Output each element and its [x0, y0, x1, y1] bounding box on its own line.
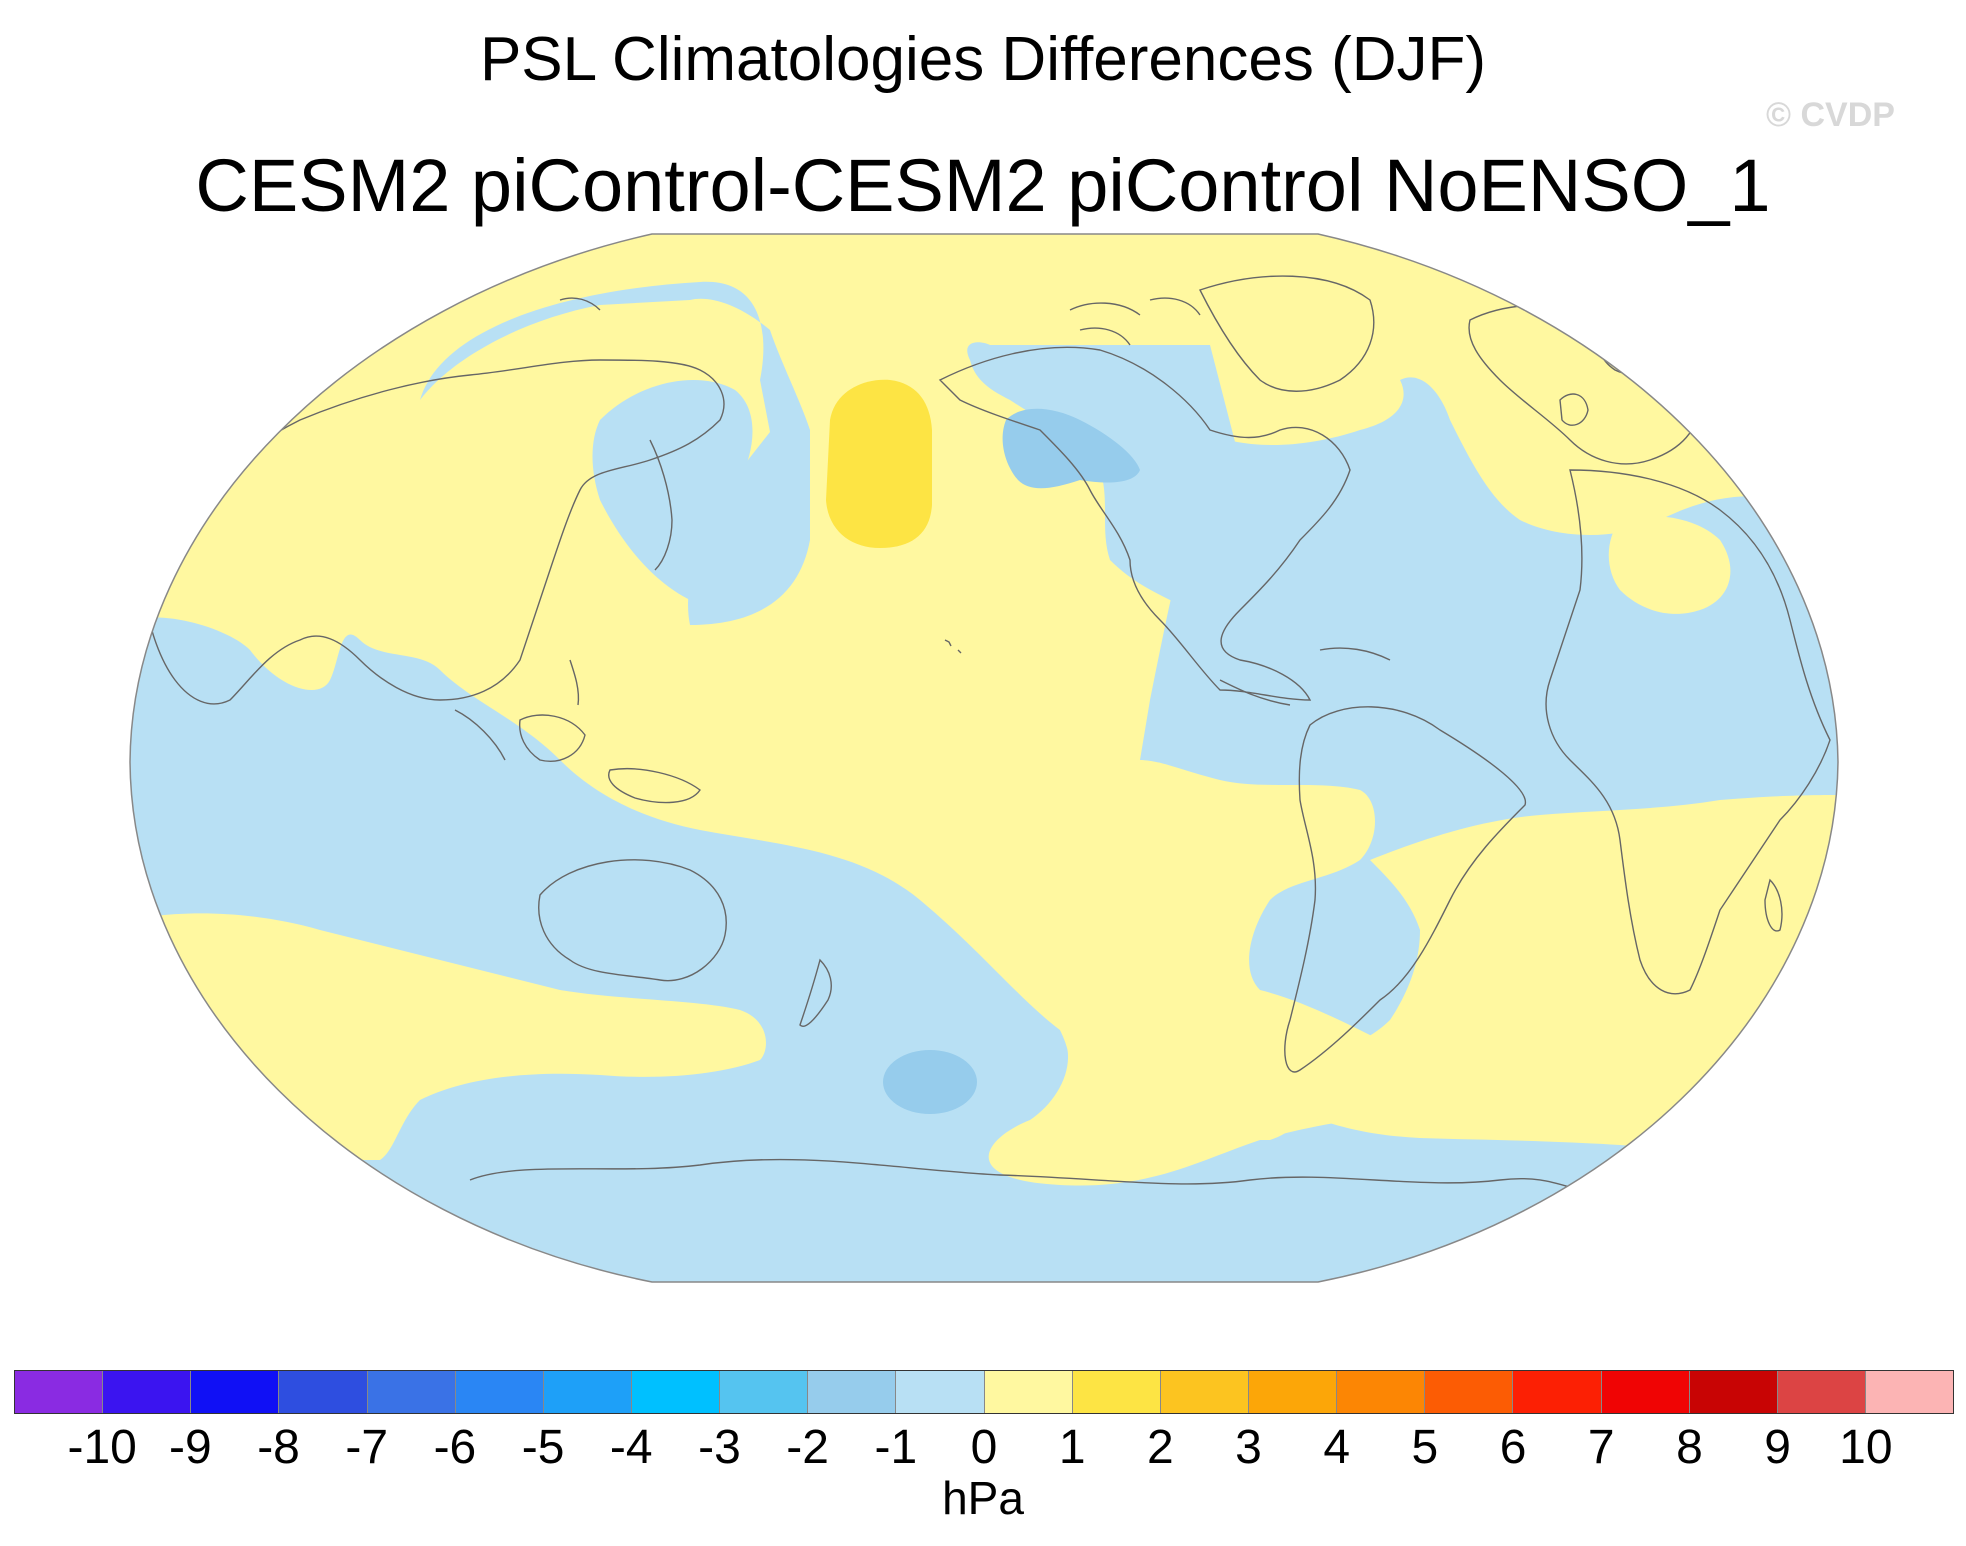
psl-field: [130, 234, 1838, 1282]
coast-new-zealand: [799, 958, 832, 1027]
negative-region-northwest-pacific: [592, 380, 753, 600]
colorbar-tick-label: -6: [433, 1421, 477, 1474]
colorbar-tick-label: 1: [1058, 1421, 1086, 1474]
coast-australia: [538, 859, 727, 982]
coast-sumatra: [454, 709, 506, 761]
colorbar-tick-label: -8: [257, 1421, 300, 1474]
colorbar-swatch: [1072, 1371, 1161, 1413]
figure-subtitle: CESM2 piControl-CESM2 piControl NoENSO_1: [195, 144, 1771, 227]
colorbar-tick-label: -3: [698, 1421, 741, 1474]
colorbar-swatch: [984, 1371, 1073, 1413]
colorbar-swatch: [720, 1371, 809, 1413]
figure-title: PSL Climatologies Differences (DJF): [479, 25, 1487, 94]
coast-japan: [649, 439, 673, 571]
coast-south-america: [1284, 706, 1527, 1073]
colorbar-tick-label: 3: [1235, 1421, 1262, 1474]
colorbar-swatch: [1425, 1371, 1514, 1413]
coast-arctic-archipelago: [1069, 297, 1201, 346]
colorbar-tick-label: 10: [1839, 1421, 1893, 1474]
colorbar-swatch: [279, 1371, 368, 1413]
colorbar-tick-label: -1: [874, 1421, 918, 1474]
colorbar-ticks: -10 -9 -8 -7 -6 -5 -4 -3 -2 -1 0 1 2 3 4 5 6 7 8 9 10: [0, 1420, 1966, 1480]
colorbar-swatch: [15, 1371, 104, 1413]
coast-central-america: [1219, 679, 1291, 706]
coast-caribbean: [1319, 647, 1391, 661]
colorbar-tick-label: -9: [169, 1421, 212, 1474]
colorbar-tick-label: 2: [1147, 1421, 1174, 1474]
positive-region-africa-east: [1608, 516, 1731, 614]
positive-region-south-indian: [130, 913, 766, 1160]
colorbar-swatch: [1513, 1371, 1602, 1413]
colorbar-tick-label: 7: [1587, 1421, 1615, 1474]
coast-africa: [1545, 469, 1831, 995]
colorbar-tick-label: -10: [67, 1421, 137, 1474]
colorbar-swatch: [455, 1371, 544, 1413]
positive-region-south-pacific: [799, 783, 1304, 1140]
coast-british-isles: [1559, 393, 1589, 426]
colorbar-swatch: [1337, 1371, 1426, 1413]
colorbar-swatch: [631, 1371, 721, 1413]
positive-region-south-atlantic: [1299, 795, 1838, 1148]
negative-region-atlantic: [970, 348, 1838, 825]
colorbar-swatch: [1248, 1371, 1338, 1413]
colorbar-tick-label: 8: [1676, 1421, 1703, 1474]
globe-outline: [129, 233, 1839, 1283]
colorbar-tick-label: 9: [1764, 1421, 1791, 1474]
colorbar-tick-label: -2: [786, 1421, 829, 1474]
colorbar-swatch: [1160, 1371, 1249, 1413]
coast-antarctica: [469, 1158, 1581, 1191]
colorbar-swatch: [191, 1371, 280, 1413]
colorbar-tick-label: 5: [1411, 1421, 1439, 1474]
coast-asia: [139, 359, 725, 705]
coast-novaya-zemlya: [559, 297, 601, 311]
coast-philippines: [569, 659, 580, 706]
colorbar-swatch: [1865, 1371, 1954, 1413]
cvdp-watermark: © CVDP: [1766, 96, 1895, 134]
colorbar-tick-label: -5: [521, 1421, 565, 1474]
negative-region-south-pacific-strong: [883, 1050, 977, 1114]
colorbar-tick-label: -7: [345, 1421, 389, 1474]
colorbar-tick-label: 6: [1499, 1421, 1527, 1474]
negative-region-north-asia: [420, 281, 810, 625]
coast-greenland: [1199, 275, 1375, 392]
coast-borneo: [518, 714, 586, 762]
colorbar-swatch: [1777, 1371, 1866, 1413]
positive-region-bering-strong: [826, 379, 932, 548]
colorbar-swatch: [543, 1371, 632, 1413]
colorbar-swatch: [808, 1371, 897, 1413]
colorbar-swatch: [1689, 1371, 1778, 1413]
colorbar-swatch: [896, 1371, 985, 1413]
coast-hawaii: [944, 639, 962, 654]
coast-madagascar: [1764, 878, 1783, 932]
colorbar-tick-label: -4: [609, 1421, 653, 1474]
coast-new-guinea: [608, 768, 701, 804]
colorbar-tick-label: 0: [970, 1421, 998, 1474]
colorbar-swatch: [103, 1371, 192, 1413]
coast-north-america: [938, 346, 1351, 701]
colorbar: [14, 1370, 1954, 1414]
colorbar-tick-label: 4: [1323, 1421, 1351, 1474]
colorbar-units: hPa: [942, 1472, 1024, 1524]
colorbar-swatch: [367, 1371, 456, 1413]
coast-svalbard: [1489, 272, 1531, 286]
colorbar-swatch: [1601, 1371, 1690, 1413]
